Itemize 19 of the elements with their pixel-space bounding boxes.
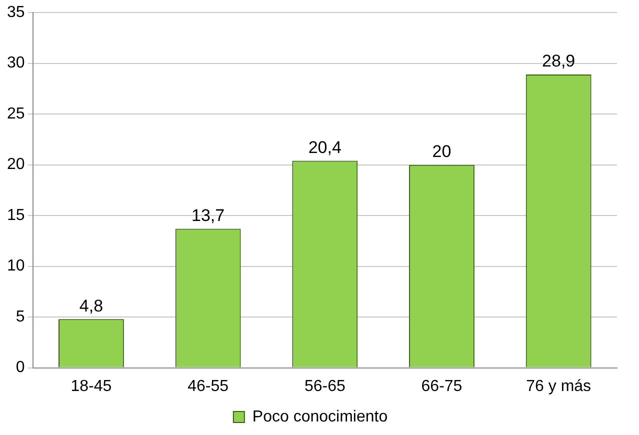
data-label: 13,7: [192, 206, 225, 225]
data-label: 20: [432, 142, 452, 162]
y-tick-label: 20: [7, 156, 25, 174]
x-tick-label: 56-65: [304, 378, 346, 395]
y-tick-label: 5: [16, 308, 25, 326]
data-label: 4,8: [79, 296, 104, 316]
data-label: 28,9: [542, 52, 576, 71]
x-tick-label: 76 y más: [526, 378, 592, 395]
y-tick-label: 25: [7, 105, 25, 122]
y-tick-label: 10: [7, 258, 25, 275]
legend-label: Poco conocimiento: [252, 408, 388, 426]
y-tick-label: 30: [7, 54, 25, 72]
x-tick-label: 18-45: [70, 378, 112, 395]
y-tick-label: 0: [16, 359, 25, 376]
x-tick-label: 46-55: [188, 378, 229, 395]
x-tick-label: 66-75: [421, 378, 462, 395]
y-tick-label: 35: [7, 4, 25, 22]
data-label: 20,4: [308, 138, 342, 157]
y-tick-label: 15: [7, 206, 25, 224]
